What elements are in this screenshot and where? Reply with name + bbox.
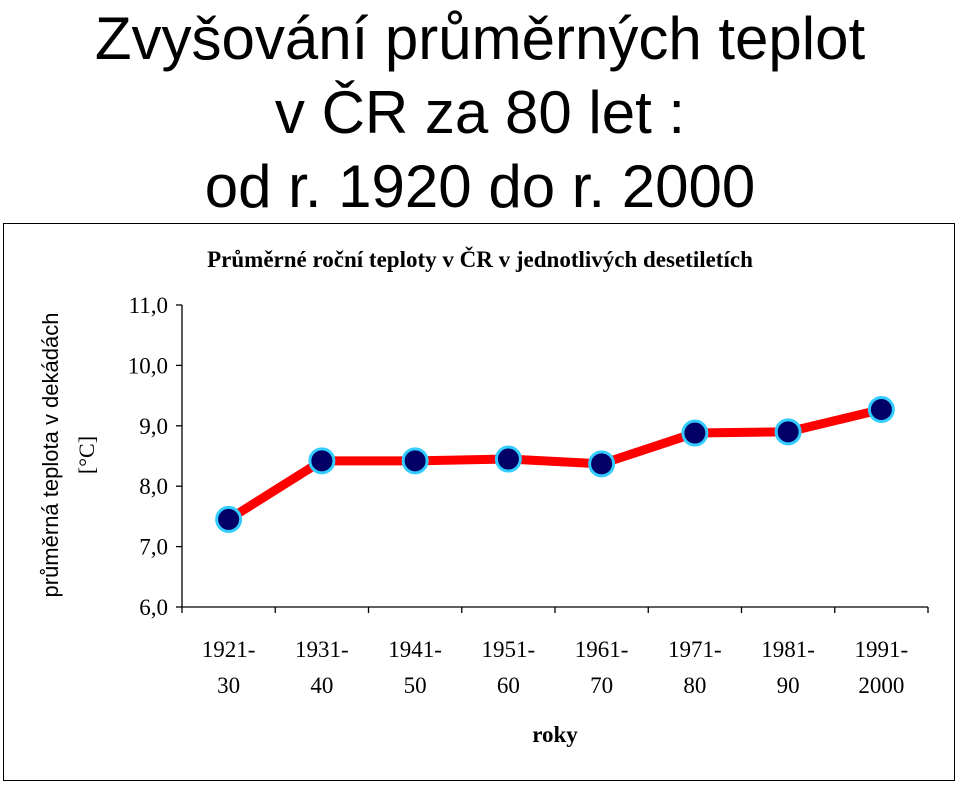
data-point [401, 447, 429, 475]
x-tick-label: 2000 [858, 673, 904, 698]
slide-title: Zvyšování průměrných teplot v ČR za 80 l… [0, 0, 960, 224]
data-point [215, 505, 243, 533]
chart-frame [3, 223, 955, 781]
x-tick-label: 1931- [295, 637, 349, 662]
y-tick-label: 6,0 [139, 595, 168, 620]
slide-title-line-3: od r. 1920 do r. 2000 [204, 153, 756, 220]
x-tick-label: 1941- [388, 637, 442, 662]
x-tick-label: 50 [404, 673, 427, 698]
x-axis-label: roky [532, 722, 578, 747]
data-point [774, 418, 802, 446]
x-tick-label: 40 [310, 673, 333, 698]
slide-title-line-1: Zvyšování průměrných teplot [94, 5, 866, 72]
y-tick-label: 10,0 [128, 353, 168, 378]
y-tick-label: 8,0 [139, 474, 168, 499]
x-tick-label: 60 [497, 673, 520, 698]
y-tick-label: 9,0 [139, 414, 168, 439]
x-tick-label: 1951- [482, 637, 536, 662]
data-point [867, 395, 895, 423]
x-tick-label: 70 [590, 673, 613, 698]
slide-title-line-2: v ČR za 80 let : [274, 79, 686, 146]
x-tick-label: 1971- [668, 637, 722, 662]
y-axis-unit: [°C] [74, 436, 99, 474]
chart-title: Průměrné roční teploty v ČR v jednotlivý… [207, 246, 753, 272]
x-tick-label: 30 [217, 673, 240, 698]
series-line [224, 404, 886, 524]
data-point [308, 447, 336, 475]
data-point [681, 419, 709, 447]
data-point [494, 445, 522, 473]
x-tick-label: 1981- [761, 637, 815, 662]
y-tick-label: 7,0 [139, 535, 168, 560]
x-tick-label: 1961- [575, 637, 629, 662]
x-tick-label: 90 [777, 673, 800, 698]
y-tick-label: 11,0 [129, 293, 168, 318]
data-point [588, 450, 616, 478]
x-tick-label: 80 [683, 673, 706, 698]
x-tick-label: 1991- [855, 637, 909, 662]
y-axis-label: průměrná teplota v dekádách [38, 313, 63, 598]
x-tick-label: 1921- [202, 637, 256, 662]
